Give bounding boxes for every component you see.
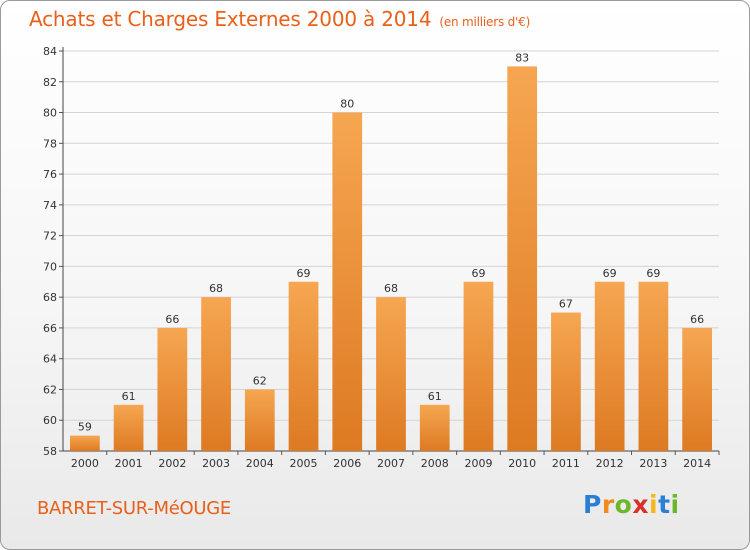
y-tick-label: 76 (43, 168, 57, 181)
y-tick-label: 82 (43, 76, 57, 89)
y-tick-label: 70 (43, 260, 57, 273)
data-label-2002: 66 (165, 313, 179, 326)
x-tick-label-2004: 2004 (246, 457, 274, 470)
y-tick-label: 58 (43, 445, 57, 458)
bar-2008 (419, 404, 450, 451)
x-tick-label-2013: 2013 (639, 457, 667, 470)
data-label-2001: 61 (122, 390, 136, 403)
data-label-2014: 66 (690, 313, 704, 326)
data-label-2010: 83 (515, 51, 529, 64)
bar-2000 (69, 435, 100, 451)
y-tick-label: 62 (43, 383, 57, 396)
bar-2010 (507, 66, 538, 451)
y-tick-label: 78 (43, 137, 57, 150)
place-name: BARRET-SUR-MéOUGE (37, 498, 231, 519)
bar-2002 (157, 327, 188, 451)
x-tick-label-2006: 2006 (333, 457, 361, 470)
x-tick-label-2012: 2012 (596, 457, 624, 470)
data-label-2009: 69 (471, 267, 485, 280)
bar-2001 (113, 404, 144, 451)
y-tick-label: 64 (43, 353, 57, 366)
x-tick-label-2005: 2005 (290, 457, 318, 470)
chart-title: Achats et Charges Externes 2000 à 2014 (e… (29, 7, 530, 31)
chart-title-text: Achats et Charges Externes 2000 à 2014 (29, 7, 432, 31)
y-tick-label: 74 (43, 199, 57, 212)
bar-2012 (594, 281, 625, 451)
logo-letter: i (649, 490, 659, 519)
data-label-2004: 62 (253, 374, 267, 387)
axes: 58 60 62 64 66 68 70 72 74 76 78 80 82 84 2000 2001 2002… (43, 45, 720, 470)
bar-2014 (682, 327, 713, 451)
data-label-2000: 59 (78, 421, 92, 434)
x-tick-label-2014: 2014 (683, 457, 711, 470)
data-label-2003: 68 (209, 282, 223, 295)
bar-2006 (332, 112, 363, 452)
logo-letter: o (614, 490, 633, 519)
bar-2009 (463, 281, 494, 451)
bar-2003 (201, 297, 231, 451)
x-tick-label-2010: 2010 (508, 457, 536, 470)
data-label-2005: 69 (297, 267, 311, 280)
y-tick-label: 72 (43, 230, 57, 243)
x-tick-label-2008: 2008 (421, 457, 449, 470)
logo-letter: P (583, 490, 602, 519)
data-label-2012: 69 (603, 267, 617, 280)
logo-letter: i (670, 490, 680, 519)
data-label-2008: 61 (428, 390, 442, 403)
logo-letter: r (601, 490, 615, 519)
x-tick-label-2002: 2002 (158, 457, 186, 470)
x-tick-label-2007: 2007 (377, 457, 405, 470)
bar-2005 (288, 281, 319, 451)
x-tick-label-2011: 2011 (552, 457, 580, 470)
x-tick-label-2009: 2009 (464, 457, 492, 470)
x-tick-label-2000: 2000 (71, 457, 99, 470)
chart-subtitle: (en milliers d'€) (439, 15, 531, 29)
x-tick-label-2003: 2003 (202, 457, 230, 470)
bar-2013 (638, 281, 669, 451)
bar-2007 (376, 297, 406, 451)
data-label-2007: 68 (384, 282, 398, 295)
proxiti-logo[interactable]: Proxiti (583, 490, 680, 519)
logo-letter: t (658, 490, 671, 519)
logo-letter: x (632, 490, 649, 519)
y-tick-label: 80 (43, 107, 57, 120)
data-label-2011: 67 (559, 298, 573, 311)
y-tick-label: 60 (43, 414, 57, 427)
data-label-2006: 80 (340, 98, 354, 111)
bar-2011 (551, 312, 581, 451)
data-label-2013: 69 (646, 267, 660, 280)
bar-2004 (244, 389, 275, 451)
y-tick-label: 84 (43, 45, 57, 58)
y-tick-label: 68 (43, 291, 57, 304)
data-labels: 59 61 66 68 62 69 80 68 61 69 83 67 69 69 66 (78, 51, 704, 433)
bars (69, 66, 713, 452)
y-tick-label: 66 (43, 322, 57, 335)
x-tick-label-2001: 2001 (115, 457, 143, 470)
